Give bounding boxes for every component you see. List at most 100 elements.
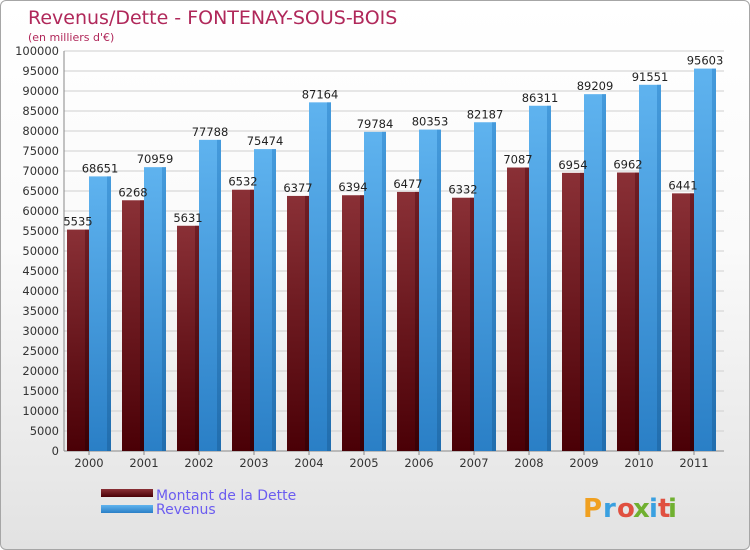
- bar-shade-revenus-2006: [437, 129, 441, 451]
- chart-title: Revenus/Dette - FONTENAY-SOUS-BOIS: [28, 7, 397, 29]
- data-label-debt-2003: 6532: [228, 175, 257, 189]
- chart-subtitle: (en milliers d'€): [28, 31, 114, 44]
- y-tick-label: 55000: [22, 224, 59, 238]
- y-tick-label: 5000: [30, 424, 59, 438]
- bar-debt-2008: [507, 167, 529, 451]
- bar-revenus-2004: [309, 102, 331, 452]
- bar-debt-2004: [287, 195, 309, 451]
- data-label-revenus-2007: 82187: [467, 107, 504, 121]
- data-label-revenus-2011: 95603: [687, 54, 724, 68]
- data-label-debt-2009: 6954: [558, 158, 587, 172]
- x-tick-label-2001: 2001: [129, 456, 158, 470]
- y-tick-label: 30000: [22, 324, 59, 338]
- bar-shade-debt-2008: [525, 167, 529, 451]
- data-label-revenus-2005: 79784: [357, 117, 394, 131]
- y-tick-label: 80000: [22, 124, 59, 138]
- bar-shade-debt-2004: [305, 195, 309, 451]
- y-tick-label: 15000: [22, 384, 59, 398]
- bar-revenus-2000: [89, 176, 111, 451]
- bar-shade-debt-2005: [360, 195, 364, 451]
- bar-debt-2006: [397, 191, 419, 452]
- legend-item-debt: Montant de la Dette: [101, 488, 296, 504]
- logo-letter: x: [633, 494, 650, 524]
- legend-label-debt: Montant de la Dette: [156, 488, 296, 504]
- bar-shade-revenus-2005: [382, 131, 386, 451]
- bar-shade-debt-2010: [635, 172, 639, 451]
- logo-letter: t: [658, 494, 670, 524]
- bars: [67, 68, 716, 452]
- y-tick-label: 100000: [15, 44, 59, 58]
- data-label-debt-2007: 6332: [448, 183, 477, 197]
- bar-shade-revenus-2000: [107, 176, 111, 451]
- data-label-debt-2000: 5535: [63, 215, 92, 229]
- x-tick-label-2009: 2009: [569, 456, 598, 470]
- y-tick-label: 35000: [22, 304, 59, 318]
- x-tick-label-2000: 2000: [74, 456, 103, 470]
- bar-shade-debt-2011: [690, 193, 694, 452]
- data-label-revenus-2002: 77788: [192, 125, 229, 139]
- y-tick-label: 0: [52, 444, 59, 458]
- data-label-debt-2010: 6962: [613, 158, 642, 172]
- bar-shade-revenus-2011: [712, 68, 716, 451]
- bar-shade-debt-2006: [415, 191, 419, 452]
- bar-debt-2007: [452, 197, 474, 451]
- x-tick-label-2002: 2002: [184, 456, 213, 470]
- bar-debt-2000: [67, 229, 89, 451]
- bar-debt-2010: [617, 172, 639, 451]
- bar-shade-debt-2009: [580, 172, 584, 451]
- bar-shade-debt-2007: [470, 197, 474, 451]
- x-tick-label-2008: 2008: [514, 456, 543, 470]
- data-label-debt-2001: 6268: [118, 185, 147, 199]
- y-tick-label: 70000: [22, 164, 59, 178]
- bar-debt-2001: [122, 200, 144, 451]
- bar-shade-revenus-2003: [272, 149, 276, 451]
- bar-revenus-2003: [254, 149, 276, 451]
- legend: Montant de la Dette Revenus: [101, 488, 296, 518]
- legend-swatch-revenus: [101, 505, 153, 513]
- x-tick-label-2007: 2007: [459, 456, 488, 470]
- y-axis-ticks: 0 5000 10000 15000 20000 25000 30000 35000 40000…: [15, 44, 59, 458]
- bar-shade-revenus-2001: [162, 167, 166, 451]
- y-tick-label: 40000: [22, 284, 59, 298]
- bar-debt-2011: [672, 193, 694, 452]
- y-tick-label: 10000: [22, 404, 59, 418]
- bar-debt-2003: [232, 189, 254, 451]
- bar-debt-2002: [177, 225, 199, 451]
- y-tick-label: 90000: [22, 84, 59, 98]
- bar-debt-2005: [342, 195, 364, 451]
- data-label-debt-2006: 6477: [393, 177, 422, 191]
- bar-revenus-2011: [694, 68, 716, 451]
- bar-revenus-2007: [474, 122, 496, 451]
- x-tick-label-2010: 2010: [624, 456, 653, 470]
- grid-lines: [64, 50, 724, 432]
- logo-letter: i: [668, 494, 677, 524]
- data-label-debt-2008: 7087: [503, 153, 532, 167]
- logo-letter: r: [603, 494, 616, 524]
- bar-shade-revenus-2007: [492, 122, 496, 451]
- data-label-revenus-2001: 70959: [137, 152, 174, 166]
- y-tick-label: 60000: [22, 204, 59, 218]
- logo-letter: P: [583, 494, 602, 524]
- data-label-revenus-2004: 87164: [302, 87, 339, 101]
- bar-revenus-2008: [529, 105, 551, 452]
- x-tick-label-2005: 2005: [349, 456, 378, 470]
- y-tick-label: 50000: [22, 244, 59, 258]
- data-label-debt-2005: 6394: [338, 180, 367, 194]
- x-axis-ticks: 2000 2001 2002 2003 2004 2005 2006 2007 2008 2009…: [74, 451, 709, 470]
- y-tick-label: 85000: [22, 104, 59, 118]
- data-label-debt-2004: 6377: [283, 181, 312, 195]
- x-tick-label-2003: 2003: [239, 456, 268, 470]
- bar-revenus-2005: [364, 131, 386, 451]
- bar-shade-revenus-2009: [602, 94, 606, 451]
- bar-revenus-2002: [199, 139, 221, 451]
- y-tick-label: 95000: [22, 64, 59, 78]
- data-label-revenus-2010: 91551: [632, 70, 669, 84]
- logo-letter: o: [617, 494, 635, 524]
- data-label-debt-2011: 6441: [668, 178, 697, 192]
- data-label-revenus-2003: 75474: [247, 134, 284, 148]
- y-tick-label: 45000: [22, 264, 59, 278]
- bar-shade-debt-2000: [85, 229, 89, 451]
